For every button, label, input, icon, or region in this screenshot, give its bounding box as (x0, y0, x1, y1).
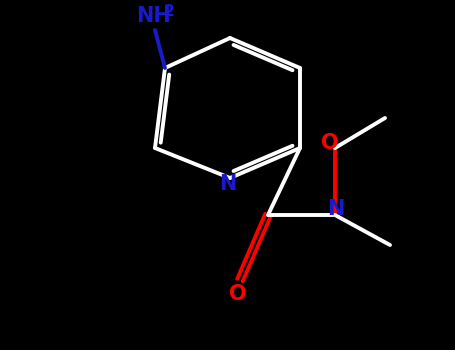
Text: N: N (327, 199, 345, 219)
Text: O: O (229, 284, 247, 304)
Text: NH: NH (136, 6, 170, 26)
Text: 2: 2 (164, 5, 174, 20)
Text: O: O (321, 133, 339, 153)
Text: N: N (219, 174, 237, 194)
